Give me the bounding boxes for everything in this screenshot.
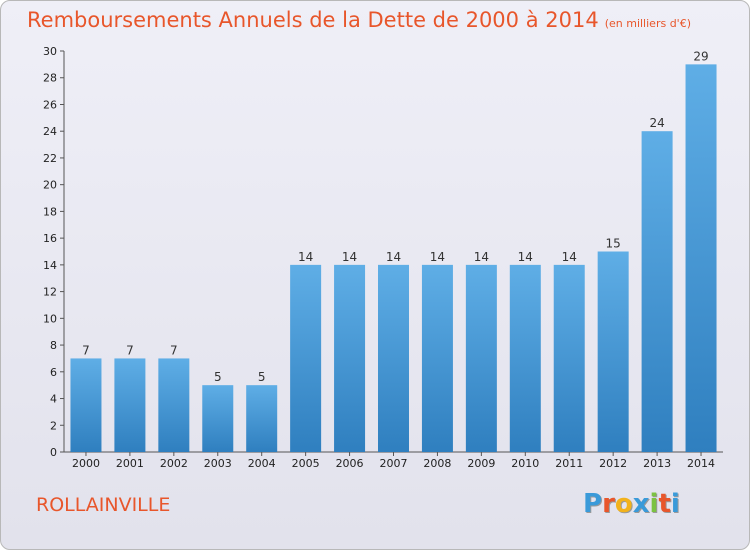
chart-subtitle: (en milliers d'€)	[604, 17, 691, 30]
proxiti-logo[interactable]: Proxiti	[583, 489, 680, 519]
y-tick-label: 10	[43, 312, 57, 325]
y-tick-label: 28	[43, 72, 57, 85]
bar[interactable]	[246, 385, 278, 452]
y-tick-label: 18	[43, 205, 57, 218]
logo-letter: i	[670, 489, 680, 519]
bar[interactable]	[465, 264, 497, 452]
logo-letter: r	[602, 489, 615, 519]
chart-x-tick-labels: 2000 2001 2002 2003 2004 2005 2006 2007 2008 2009…	[72, 457, 715, 470]
bar[interactable]	[597, 251, 629, 453]
bar-value-label: 14	[518, 250, 533, 264]
chart-title: Remboursements Annuels de la Dette de 20…	[27, 8, 691, 32]
bar[interactable]	[290, 264, 322, 452]
y-tick-label: 22	[43, 152, 57, 165]
y-tick-label: 4	[50, 393, 57, 406]
x-tick-label: 2011	[555, 457, 583, 470]
x-tick-label: 2000	[72, 457, 100, 470]
chart-title-text: Remboursements Annuels de la Dette de 20…	[27, 8, 599, 32]
bar[interactable]	[70, 358, 102, 452]
bar[interactable]	[202, 385, 234, 452]
town-name: ROLLAINVILLE	[36, 494, 171, 516]
bar-value-label: 14	[430, 250, 445, 264]
bar-value-label: 29	[693, 49, 708, 63]
chart-bars	[70, 64, 717, 453]
x-tick-label: 2006	[336, 457, 364, 470]
x-tick-label: 2002	[160, 457, 188, 470]
x-tick-label: 2012	[599, 457, 627, 470]
bar[interactable]	[421, 264, 453, 452]
logo-letter: i	[649, 489, 659, 519]
bar[interactable]	[334, 264, 366, 452]
x-tick-label: 2003	[204, 457, 232, 470]
y-tick-label: 30	[43, 45, 57, 58]
bar-value-label: 24	[649, 116, 664, 130]
y-tick-label: 16	[43, 232, 57, 245]
bar[interactable]	[685, 64, 717, 452]
y-tick-label: 24	[43, 125, 57, 138]
logo-letter: t	[658, 489, 671, 519]
bar-value-label: 14	[386, 250, 401, 264]
bar-value-label: 14	[298, 250, 313, 264]
x-tick-label: 2010	[511, 457, 539, 470]
bar-value-label: 5	[258, 370, 266, 384]
bar-value-label: 14	[342, 250, 357, 264]
bar[interactable]	[553, 264, 585, 452]
bar[interactable]	[509, 264, 541, 452]
x-tick-label: 2014	[687, 457, 715, 470]
chart-value-labels: 7 7 7 5 5 14 14 14 14 14 14 14 15 24 29	[82, 49, 709, 384]
y-tick-label: 20	[43, 179, 57, 192]
y-tick-label: 26	[43, 98, 57, 111]
y-tick-label: 12	[43, 286, 57, 299]
bar[interactable]	[378, 264, 409, 452]
x-tick-label: 2004	[248, 457, 276, 470]
logo-letter: P	[583, 489, 603, 519]
y-tick-label: 6	[50, 366, 57, 379]
y-tick-label: 2	[50, 419, 57, 432]
bar-value-label: 15	[606, 237, 621, 251]
y-tick-label: 0	[50, 446, 57, 459]
x-tick-label: 2001	[116, 457, 144, 470]
x-tick-label: 2013	[643, 457, 671, 470]
logo-letter: x	[632, 489, 650, 519]
bar-value-label: 14	[474, 250, 489, 264]
x-tick-label: 2009	[467, 457, 495, 470]
bar[interactable]	[114, 358, 146, 452]
bar-value-label: 7	[82, 343, 90, 357]
bar[interactable]	[641, 131, 673, 452]
y-tick-label: 14	[43, 259, 57, 272]
x-tick-label: 2007	[380, 457, 408, 470]
y-tick-label: 8	[50, 339, 57, 352]
bar[interactable]	[158, 358, 190, 452]
logo-letter: o	[614, 489, 633, 519]
x-tick-label: 2008	[423, 457, 451, 470]
bar-value-label: 7	[170, 343, 178, 357]
bar-value-label: 14	[562, 250, 577, 264]
bar-value-label: 7	[126, 343, 134, 357]
x-tick-label: 2005	[292, 457, 320, 470]
bar-value-label: 5	[214, 370, 222, 384]
